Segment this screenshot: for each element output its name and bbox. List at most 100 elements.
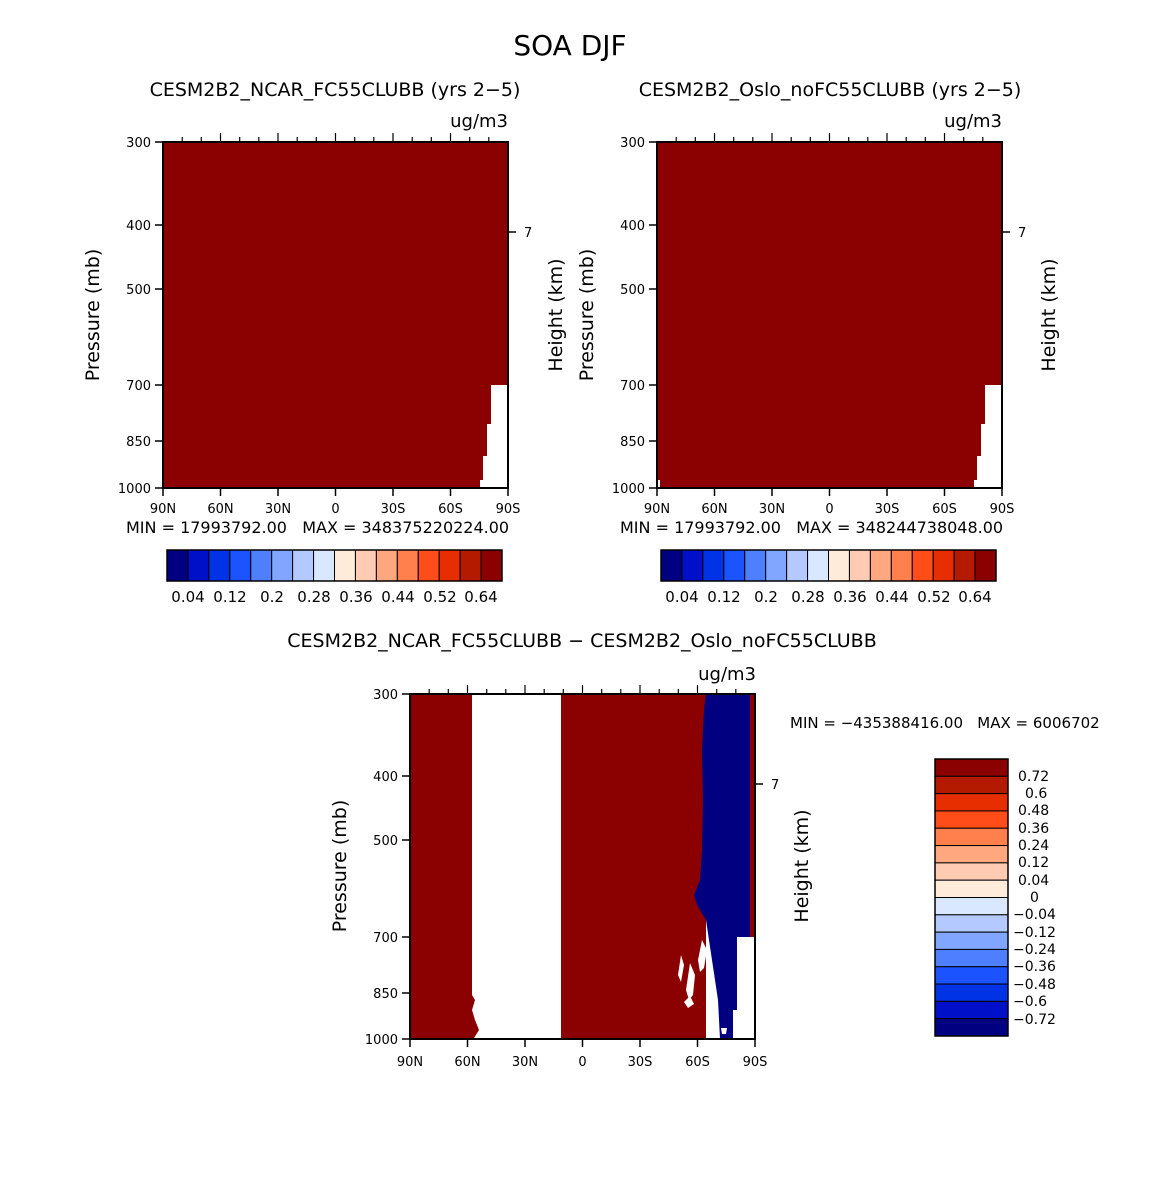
colorbar-cell	[932, 549, 955, 582]
colorbar-cell	[166, 549, 189, 582]
x-minor-ticks-top	[181, 133, 490, 142]
y-tick-label: 500	[373, 834, 398, 849]
colorbar-cell	[375, 549, 398, 582]
colorbar-cell	[934, 897, 1009, 916]
right-axis-label: Height (km)	[545, 258, 567, 371]
colorbar-cells	[660, 549, 997, 582]
figure-title: SOA DJF	[513, 29, 626, 62]
zero-contour-hole	[710, 1024, 717, 1032]
colorbar-label: 0.6	[1025, 786, 1047, 802]
colorbar-cell	[934, 1000, 1009, 1020]
colorbar: 0.04 0.12 0.2 0.28 0.36 0.44 0.52 0.64	[166, 549, 503, 606]
x-tick-label: 60S	[438, 502, 463, 517]
x-tick-label: 90S	[990, 502, 1015, 517]
colorbar-cell	[702, 549, 725, 582]
colorbar-cell	[250, 549, 273, 582]
colorbar-cell	[848, 549, 871, 582]
y-axis-right: 7 Height (km)	[508, 226, 567, 372]
colorbar-cell	[396, 549, 419, 582]
colorbar-label: 0.48	[1018, 803, 1049, 819]
x-axis: 90N 60N 30N 0 30S 60S 90S	[644, 133, 1015, 517]
y-tick-label: 850	[373, 987, 398, 1002]
colorbar-cell	[354, 549, 377, 582]
colorbar-cell	[744, 549, 767, 582]
x-tick-label: 60S	[932, 502, 957, 517]
colorbar-cell	[438, 549, 461, 582]
y-tick-label: 700	[126, 379, 151, 394]
min-max-stats: MIN = −435388416.00 MAX = 6006702	[790, 714, 1100, 732]
colorbar-cell	[765, 549, 788, 582]
y-tick-label: 400	[620, 219, 645, 234]
positive-region-pole	[750, 694, 755, 937]
colorbar-cell	[934, 793, 1009, 812]
colorbar-cell	[934, 1018, 1009, 1037]
colorbar-cell	[934, 914, 1009, 933]
colorbar-cell	[934, 983, 1009, 1002]
x-tick-label: 60S	[685, 1055, 710, 1070]
colorbar-cell	[934, 810, 1009, 829]
colorbar-label: −0.12	[1013, 925, 1056, 941]
x-minor-ticks-top	[675, 133, 984, 142]
colorbar-label: 0.24	[1018, 838, 1049, 854]
zero-contour-hole	[686, 963, 695, 1000]
colorbar-label: −0.04	[1013, 907, 1056, 923]
colorbar-label: −0.72	[1013, 1012, 1056, 1028]
colorbar-label: 0.36	[1018, 821, 1049, 837]
field-fill	[657, 142, 1002, 488]
zero-contour-hole	[684, 996, 694, 1008]
zero-contour-hole	[678, 955, 684, 982]
x-tick-label: 30N	[512, 1055, 538, 1070]
x-tick-label: 90S	[496, 502, 521, 517]
colorbar-cell	[334, 549, 356, 582]
colorbar-cell	[660, 549, 683, 582]
y-axis-label: Pressure (mb)	[82, 249, 104, 382]
y-tick-label: 500	[126, 283, 151, 298]
panel-title: CESM2B2_NCAR_FC55CLUBB (yrs 2−5)	[150, 79, 521, 101]
colorbar-cell	[953, 549, 976, 582]
colorbar-cell	[229, 549, 252, 582]
x-tick-label: 0	[331, 502, 339, 517]
x-major-ticks	[162, 488, 509, 496]
colorbar-cell	[480, 549, 503, 582]
y-axis-left: 300 400 500 700 850 1000 Pressure (mb)	[576, 136, 657, 497]
colorbar-label: −0.48	[1013, 977, 1056, 993]
x-tick-label: 0	[825, 502, 833, 517]
missing-data-region	[974, 385, 1002, 488]
right-axis-label: Height (km)	[791, 809, 813, 922]
colorbar-cell	[934, 931, 1009, 950]
y-tick-label: 1000	[365, 1033, 398, 1048]
missing-data-region	[733, 937, 755, 1039]
negative-region-south	[694, 694, 750, 1039]
colorbar-cell	[459, 549, 482, 582]
colorbar-label: −0.24	[1013, 942, 1056, 958]
colorbar-cell	[723, 549, 746, 582]
colorbar-label: 0.2	[754, 588, 778, 606]
missing-data-region	[480, 385, 508, 488]
field-fill	[163, 142, 508, 488]
colorbar-label: 0.52	[423, 588, 456, 606]
colorbar-cell	[934, 948, 1009, 968]
y-tick-label: 400	[373, 770, 398, 785]
min-max-stats: MIN = 17993792.00 MAX = 348375220224.00	[126, 518, 509, 537]
x-tick-label: 30S	[381, 502, 406, 517]
colorbar-label: 0.72	[1018, 769, 1049, 785]
y-tick-label: 1000	[118, 482, 151, 497]
x-tick-label: 90N	[150, 502, 176, 517]
colorbar: 0.04 0.12 0.2 0.28 0.36 0.44 0.52 0.64	[660, 549, 997, 606]
x-major-ticks	[656, 488, 1003, 496]
y-tick-label: 700	[620, 379, 645, 394]
colorbar-label: 0.04	[171, 588, 204, 606]
colorbar-cell	[271, 549, 294, 582]
colorbar-label: 0.12	[213, 588, 246, 606]
colorbar-cell	[417, 549, 440, 582]
y-tick-label: 1000	[612, 482, 645, 497]
right-tick-label: 7	[1018, 226, 1026, 241]
y-axis-left: 300 400 500 700 850 1000 Pressure (mb)	[82, 136, 163, 497]
missing-data-sliver	[657, 480, 660, 488]
positive-region-central	[561, 694, 706, 1039]
colorbar-cell	[807, 549, 829, 582]
colorbar-cell	[681, 549, 704, 582]
colorbar-label: 0.44	[875, 588, 908, 606]
units-label: ug/m3	[450, 111, 508, 132]
x-tick-label: 90N	[397, 1055, 423, 1070]
